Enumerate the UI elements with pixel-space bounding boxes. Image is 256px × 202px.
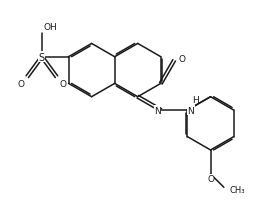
Text: N: N: [154, 106, 161, 115]
Text: O: O: [59, 80, 66, 89]
Text: CH₃: CH₃: [229, 185, 245, 195]
Text: OH: OH: [43, 23, 57, 32]
Text: O: O: [178, 55, 185, 64]
Text: H: H: [192, 96, 199, 105]
Text: O: O: [18, 80, 25, 89]
Text: N: N: [187, 106, 194, 115]
Text: S: S: [39, 53, 45, 62]
Text: O: O: [207, 174, 214, 183]
